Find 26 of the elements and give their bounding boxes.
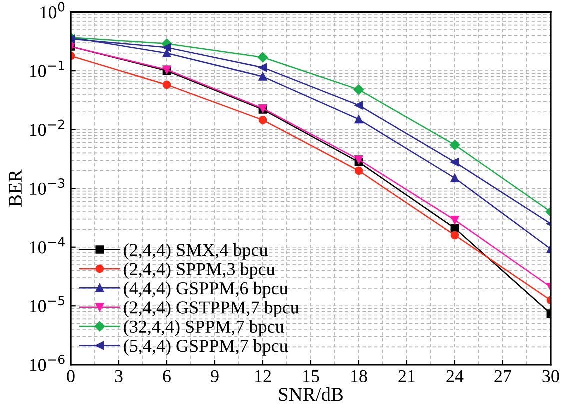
legend-label: (2,4,4) SPPM,3 bpcu [124,262,276,280]
y-tick-label: 10$^{−2}$ [30,120,64,136]
x-tick-label: 12 [256,370,272,382]
legend-label: (5,4,4) GSPPM,7 bpcu [124,340,288,356]
y-tick-label: 10$^{−1}$ [30,61,64,78]
x-tick-label: 3 [115,370,123,382]
x-tick-label: 21 [398,370,415,382]
x-tick-label: 6 [163,370,171,382]
legend-label: (4,4,4) GSPPM,6 bpcu [124,282,288,298]
y-tick-label: 10$^{−4}$ [30,237,65,254]
x-tick-label: 18 [352,370,368,382]
y-tick-label: 10$^{−3}$ [30,178,65,196]
legend-label: (2,4,4) GSTPPM,7 bpcu [124,301,300,318]
x-tick-label: 24 [446,370,464,382]
x-tick-label: 0 [67,370,75,382]
y-tick-label: 10$^{0}$ [40,2,65,19]
x-tick-label: 27 [494,370,512,382]
x-axis-title: SNR/dB [279,388,343,402]
legend-label: (2,4,4) SMX,4 bpcu [124,244,268,260]
y-tick-label: 10$^{−5}$ [30,296,65,312]
legend-label: (32,4,4) SPPM,7 bpcu [124,320,284,337]
x-tick-label: 9 [211,370,219,382]
x-tick-label: 15 [304,370,320,382]
y-axis-title: BER [9,170,22,207]
x-tick-label: 30 [542,370,560,382]
y-tick-label: 10$^{−6}$ [30,354,65,372]
